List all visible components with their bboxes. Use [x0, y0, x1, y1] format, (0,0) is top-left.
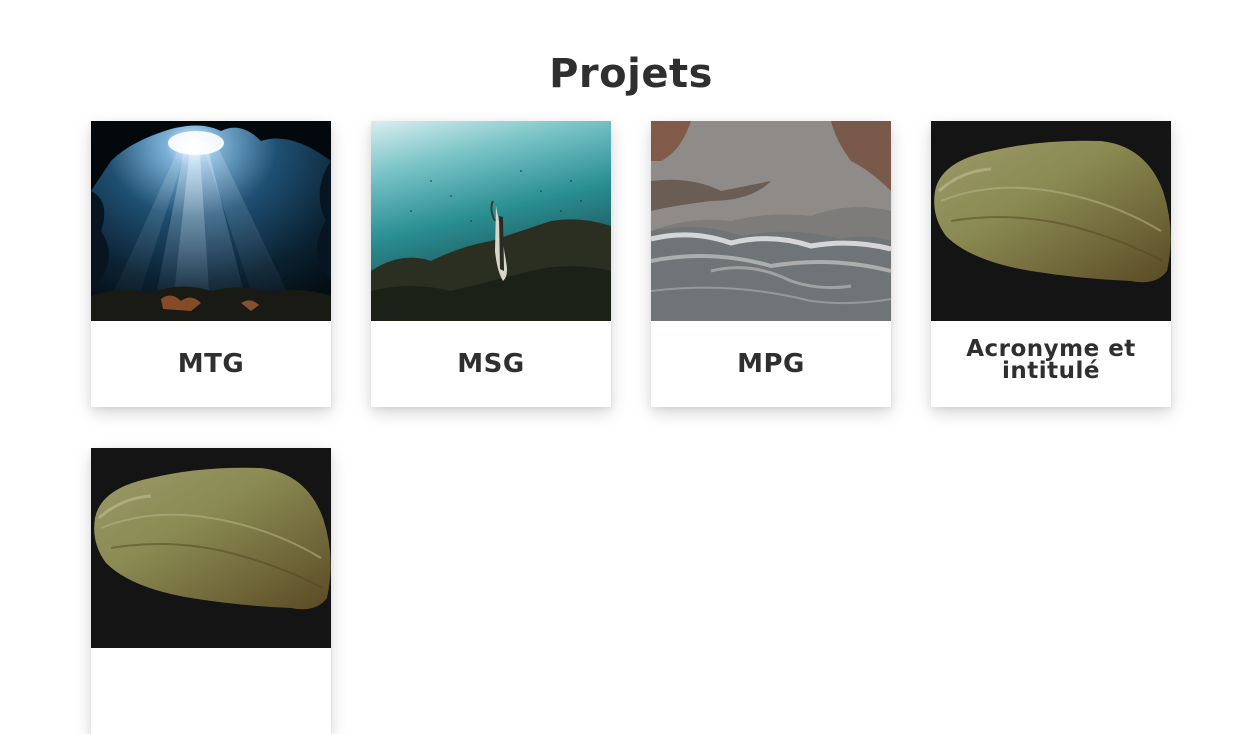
project-image-mussel-2[interactable]	[91, 448, 331, 648]
project-label-mpg[interactable]: MPG	[737, 349, 805, 379]
project-card-msg[interactable]: MSG	[371, 121, 611, 407]
underwater-cave-image	[91, 121, 331, 321]
project-image-mussel[interactable]	[931, 121, 1171, 321]
project-image-beach[interactable]	[651, 121, 891, 321]
project-image-cave[interactable]	[91, 121, 331, 321]
project-card-acronyme[interactable]: Acronyme et intitulé	[931, 121, 1171, 407]
project-label-acronyme[interactable]: Acronyme et intitulé	[966, 336, 1136, 384]
page-title: Projets	[549, 50, 713, 97]
underwater-fish-image	[371, 121, 611, 321]
mussel-shell-image	[91, 448, 331, 648]
project-card-mtg[interactable]: MTG	[91, 121, 331, 407]
project-label-mtg[interactable]: MTG	[177, 349, 245, 379]
project-label-msg[interactable]: MSG	[457, 349, 525, 379]
project-card-5[interactable]	[91, 448, 331, 734]
project-card-mpg[interactable]: MPG	[651, 121, 891, 407]
aerial-beach-image	[651, 121, 891, 321]
mussel-shell-image	[931, 121, 1171, 321]
project-image-fish[interactable]	[371, 121, 611, 321]
